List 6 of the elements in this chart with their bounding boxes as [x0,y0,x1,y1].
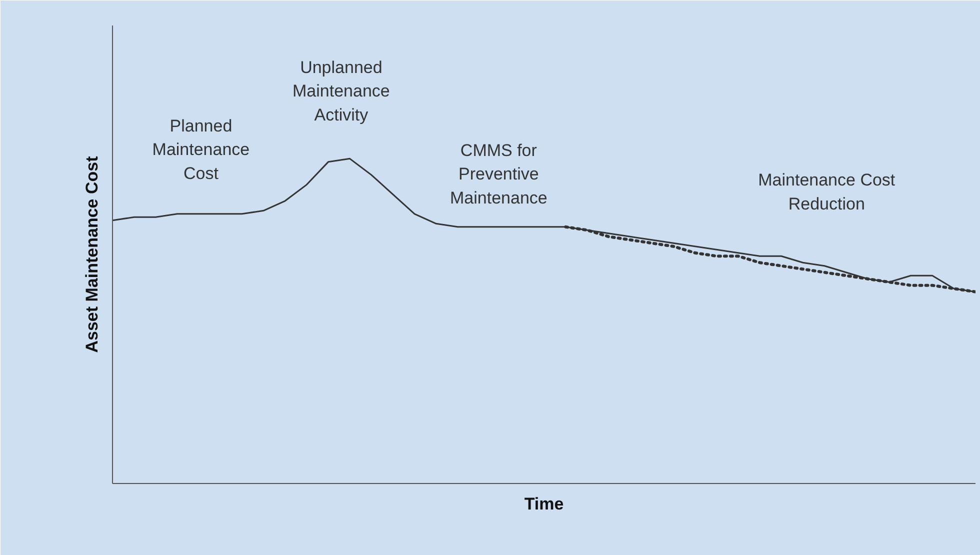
x-axis-title: Time [524,494,564,514]
text: Unplanned Maintenance Activity [292,58,390,124]
annotation: Planned Maintenance Cost [152,116,250,183]
annotation: CMMS for Preventive Maintenance [450,140,548,208]
y-axis-title: Asset Maintenance Cost [82,156,102,353]
annotation: Maintenance Cost Reduction [758,170,896,214]
